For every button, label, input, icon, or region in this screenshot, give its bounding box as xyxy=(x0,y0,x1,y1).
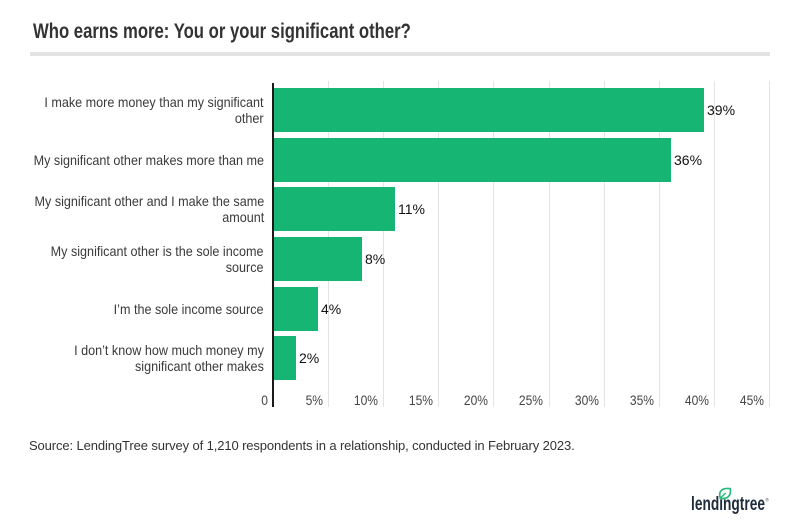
svg-text:lendingtree: lendingtree xyxy=(691,494,765,515)
svg-text:®: ® xyxy=(766,497,770,503)
